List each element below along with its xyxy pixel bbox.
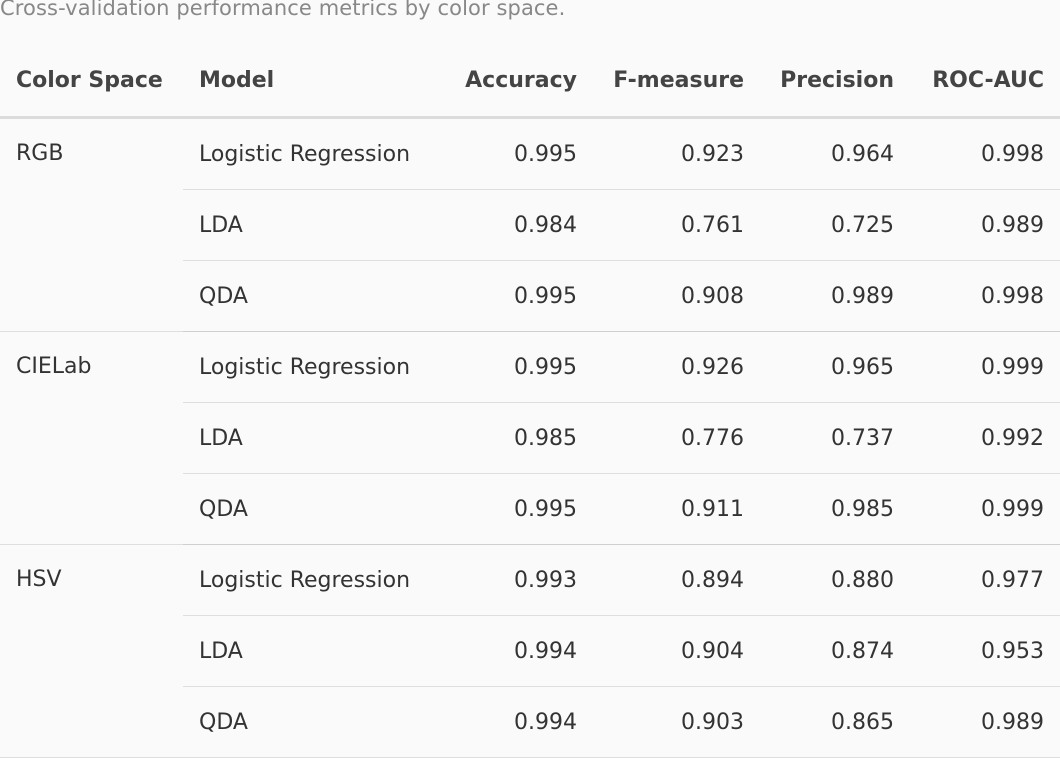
table-row: RGB Logistic Regression 0.995 0.923 0.96… — [0, 117, 1060, 332]
cell-f-measure: 0.894 — [593, 544, 760, 616]
cell-f-measure: 0.904 — [593, 615, 760, 687]
header-color-space: Color Space — [0, 44, 183, 119]
cell-model: Logistic Regression — [183, 117, 443, 190]
cell-precision: 0.965 — [760, 331, 910, 403]
table-caption: Cross-validation performance metrics by … — [0, 0, 566, 20]
cell-precision: 0.985 — [760, 473, 910, 545]
cell-model: Logistic Regression — [183, 544, 443, 616]
group-label-hsv: HSV — [0, 544, 183, 758]
cell-accuracy: 0.995 — [443, 260, 593, 332]
header-accuracy: Accuracy — [443, 44, 593, 119]
header-model: Model — [183, 44, 443, 119]
table-header: Color Space Model Accuracy F-measure Pre… — [0, 44, 1060, 119]
cell-roc-auc: 0.998 — [910, 260, 1060, 332]
group-label-cielab: CIELab — [0, 331, 183, 545]
cell-roc-auc: 0.989 — [910, 189, 1060, 261]
cell-accuracy: 0.985 — [443, 402, 593, 474]
cell-precision: 0.874 — [760, 615, 910, 687]
cell-model: LDA — [183, 189, 443, 261]
cell-model: Logistic Regression — [183, 331, 443, 403]
table-row: LDA 0.984 0.761 0.725 0.989 — [0, 189, 1060, 261]
cell-f-measure: 0.761 — [593, 189, 760, 261]
cell-accuracy: 0.995 — [443, 117, 593, 190]
cell-roc-auc: 0.999 — [910, 473, 1060, 545]
cell-f-measure: 0.923 — [593, 117, 760, 190]
table-body: RGB Logistic Regression 0.995 0.923 0.96… — [0, 117, 1060, 758]
cell-accuracy: 0.995 — [443, 331, 593, 403]
header-precision: Precision — [760, 44, 910, 119]
cell-precision: 0.964 — [760, 117, 910, 190]
header-row: Color Space Model Accuracy F-measure Pre… — [0, 44, 1060, 119]
table-row: CIELab Logistic Regression 0.995 0.926 0… — [0, 331, 1060, 545]
cell-precision: 0.737 — [760, 402, 910, 474]
cell-accuracy: 0.984 — [443, 189, 593, 261]
cell-accuracy: 0.994 — [443, 686, 593, 758]
table-row: QDA 0.995 0.908 0.989 0.998 — [0, 260, 1060, 332]
cell-f-measure: 0.903 — [593, 686, 760, 758]
metrics-table: Color Space Model Accuracy F-measure Pre… — [0, 44, 1060, 758]
cell-roc-auc: 0.999 — [910, 331, 1060, 403]
cell-accuracy: 0.994 — [443, 615, 593, 687]
cell-roc-auc: 0.989 — [910, 686, 1060, 758]
cell-f-measure: 0.911 — [593, 473, 760, 545]
cell-roc-auc: 0.992 — [910, 402, 1060, 474]
cell-model: QDA — [183, 260, 443, 332]
cell-precision: 0.989 — [760, 260, 910, 332]
cell-precision: 0.725 — [760, 189, 910, 261]
cell-roc-auc: 0.998 — [910, 117, 1060, 190]
table-row: HSV Logistic Regression 0.993 0.894 0.88… — [0, 544, 1060, 758]
cell-model: LDA — [183, 615, 443, 687]
cell-roc-auc: 0.953 — [910, 615, 1060, 687]
cell-model: LDA — [183, 402, 443, 474]
cell-f-measure: 0.908 — [593, 260, 760, 332]
cell-f-measure: 0.776 — [593, 402, 760, 474]
cell-precision: 0.865 — [760, 686, 910, 758]
cell-model: QDA — [183, 686, 443, 758]
header-f-measure: F-measure — [593, 44, 760, 119]
cell-roc-auc: 0.977 — [910, 544, 1060, 616]
table-row: LDA 0.985 0.776 0.737 0.992 — [0, 402, 1060, 474]
cell-f-measure: 0.926 — [593, 331, 760, 403]
group-label-rgb: RGB — [0, 117, 183, 332]
table-row: QDA 0.995 0.911 0.985 0.999 — [0, 473, 1060, 545]
cell-accuracy: 0.995 — [443, 473, 593, 545]
cell-accuracy: 0.993 — [443, 544, 593, 616]
table-row: LDA 0.994 0.904 0.874 0.953 — [0, 615, 1060, 687]
cell-model: QDA — [183, 473, 443, 545]
cell-precision: 0.880 — [760, 544, 910, 616]
header-roc-auc: ROC-AUC — [910, 44, 1060, 119]
